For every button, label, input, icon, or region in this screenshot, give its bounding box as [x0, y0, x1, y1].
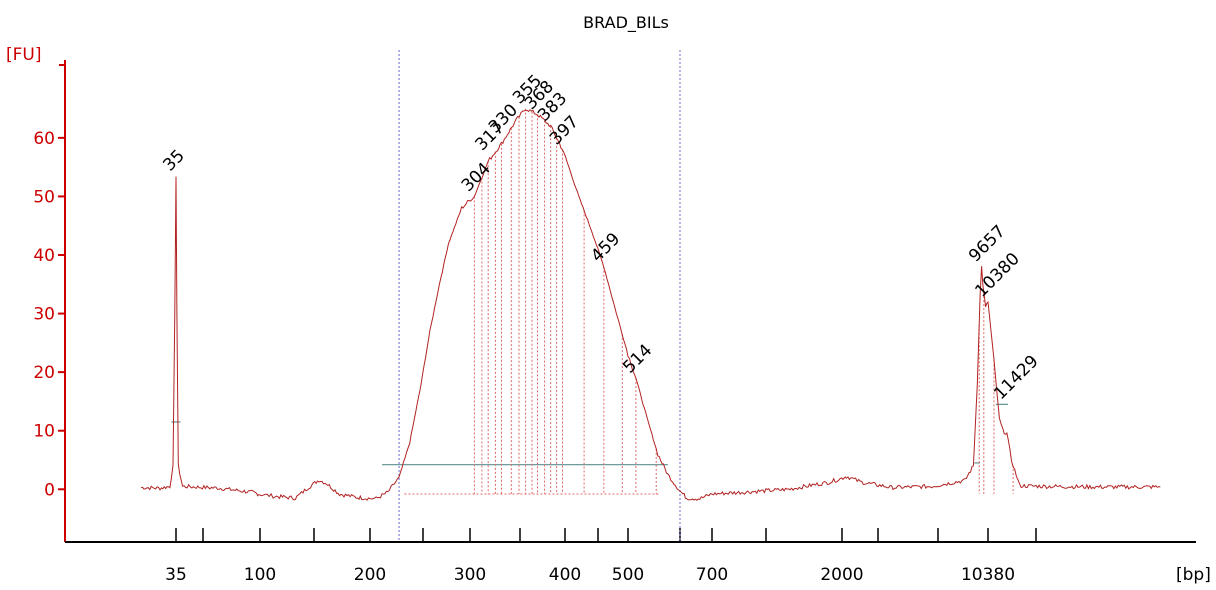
fragment-lines — [473, 108, 1014, 494]
x-tick-label: 35 — [165, 565, 187, 585]
analysis-region — [171, 50, 1009, 542]
y-tick-label: 60 — [33, 129, 55, 149]
x-tick-label: 500 — [612, 565, 644, 585]
peak-label: 514 — [619, 340, 656, 377]
peak-label: 304 — [458, 159, 495, 196]
chart-title: BRAD_BILs — [583, 13, 669, 33]
electropherogram-trace — [141, 109, 1161, 501]
y-tick-label: 50 — [33, 187, 55, 207]
y-tick-label: 10 — [33, 422, 55, 442]
x-tick-label: 10380 — [961, 565, 1015, 585]
y-tick-label: 30 — [33, 305, 55, 325]
x-tick-label: 100 — [244, 565, 276, 585]
x-tick-label: 700 — [696, 565, 728, 585]
y-tick-label: 20 — [33, 363, 55, 383]
x-tick-label: 2000 — [820, 565, 863, 585]
y-axis-label: [FU] — [6, 45, 42, 65]
x-tick-label: 400 — [549, 565, 581, 585]
peak-labels: 3510380304317330355368383397459514965711… — [159, 71, 1042, 404]
y-tick-label: 0 — [44, 480, 55, 500]
trace — [141, 109, 1161, 501]
peak-label: 11429 — [990, 352, 1042, 404]
axes: 0 10 20 30 40 50 60 35 100 200 300 400 500 700 2000 103… — [33, 60, 1196, 585]
y-tick-label: 40 — [33, 246, 55, 266]
x-tick-label: 200 — [354, 565, 386, 585]
x-tick-label: 300 — [454, 565, 486, 585]
x-axis-label: [bp] — [1176, 565, 1211, 585]
marker-label: 35 — [159, 146, 188, 175]
